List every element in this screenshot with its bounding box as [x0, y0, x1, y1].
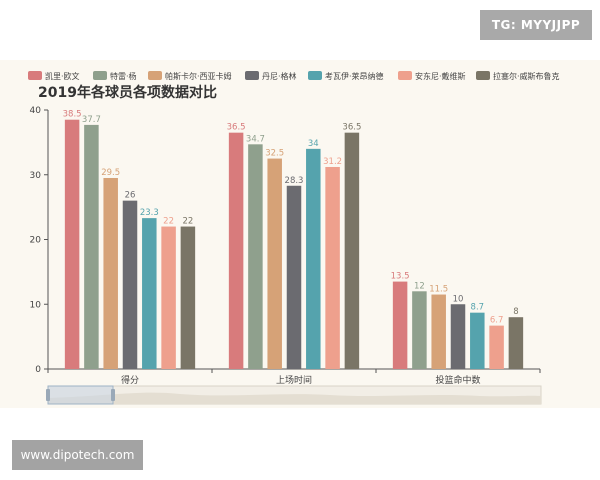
zoom-handle-left[interactable]: [46, 389, 50, 401]
bar-value-label: 10: [453, 294, 464, 304]
bar: [286, 185, 302, 369]
bar: [344, 132, 360, 369]
legend-label: 丹尼·格林: [262, 71, 297, 81]
bar: [450, 304, 466, 369]
bar-value-label: 6.7: [490, 316, 504, 326]
bar-value-label: 13.5: [391, 272, 410, 282]
data-zoom-slider[interactable]: [46, 385, 542, 405]
legend-swatch: [398, 71, 412, 80]
legend[interactable]: 凯里·欧文 特雷·杨 帕斯卡尔·西亚卡姆 丹尼·格林 考瓦伊·莱昂纳德 安东尼·戴维斯 拉塞…: [28, 71, 560, 81]
legend-item[interactable]: 帕斯卡尔·西亚卡姆: [148, 71, 232, 81]
y-tick-label: 20: [30, 236, 42, 246]
bar-value-label: 34: [308, 139, 319, 149]
chart-panel: 凯里·欧文 特雷·杨 帕斯卡尔·西亚卡姆 丹尼·格林 考瓦伊·莱昂纳德 安东尼·戴维斯 拉塞…: [0, 60, 600, 408]
bar: [161, 226, 176, 369]
legend-item[interactable]: 安东尼·戴维斯: [398, 71, 466, 81]
bar: [392, 281, 408, 369]
bars: 38.5 36.5 13.5 37.7 34.7 12 29.5 32.5 11.5 26 28.3…: [63, 110, 524, 370]
zoom-shadow: [48, 392, 541, 404]
y-tick-label: 30: [30, 171, 42, 181]
bar-value-label: 22: [182, 217, 193, 227]
legend-item[interactable]: 考瓦伊·莱昂纳德: [308, 71, 384, 81]
bar-value-label: 8: [513, 307, 518, 317]
y-tick-label: 40: [30, 106, 42, 116]
legend-label: 安东尼·戴维斯: [415, 71, 466, 81]
watermark-top: TG: MYYJJPP: [480, 10, 592, 40]
bar-value-label: 34.7: [246, 134, 265, 144]
bar: [508, 317, 524, 369]
bar: [142, 218, 157, 369]
bar-value-label: 23.3: [140, 208, 159, 218]
bar: [122, 200, 138, 369]
bar-value-label: 29.5: [101, 168, 120, 178]
legend-swatch: [245, 71, 259, 80]
bar-value-label: 38.5: [63, 110, 82, 120]
legend-label: 拉塞尔·威斯布鲁克: [493, 71, 560, 81]
x-tick-label: 投篮命中数: [435, 374, 480, 386]
bar-value-label: 36.5: [227, 123, 246, 133]
zoom-handle-right[interactable]: [111, 389, 115, 401]
bar: [228, 132, 244, 369]
bar: [248, 144, 263, 369]
watermark-bottom: www.dipotech.com: [12, 440, 143, 470]
bar-value-label: 26: [125, 191, 136, 201]
legend-item[interactable]: 丹尼·格林: [245, 71, 297, 81]
bar-value-label: 8.7: [471, 303, 485, 313]
legend-swatch: [148, 71, 162, 80]
bar-value-label: 32.5: [265, 149, 284, 159]
legend-item[interactable]: 特雷·杨: [93, 71, 137, 81]
bar-value-label: 22: [163, 217, 174, 227]
bar: [325, 166, 340, 369]
legend-item[interactable]: 凯里·欧文: [28, 71, 80, 81]
bar: [489, 325, 504, 369]
zoom-window[interactable]: [47, 385, 114, 405]
legend-label: 帕斯卡尔·西亚卡姆: [165, 71, 232, 81]
y-tick-label: 10: [30, 300, 42, 310]
bar-value-label: 12: [414, 281, 425, 291]
bar-value-label: 31.2: [323, 157, 342, 167]
bar-chart: 凯里·欧文 特雷·杨 帕斯卡尔·西亚卡姆 丹尼·格林 考瓦伊·莱昂纳德 安东尼·戴维斯 拉塞…: [28, 71, 560, 405]
bar-value-label: 37.7: [82, 115, 101, 125]
legend-swatch: [28, 71, 42, 80]
legend-swatch: [476, 71, 490, 80]
bar: [470, 312, 485, 369]
x-tick-label: 得分: [121, 374, 139, 386]
legend-swatch: [93, 71, 107, 80]
legend-item[interactable]: 拉塞尔·威斯布鲁克: [476, 71, 560, 81]
legend-label: 考瓦伊·莱昂纳德: [325, 71, 384, 81]
bar: [64, 119, 80, 370]
legend-label: 特雷·杨: [110, 71, 137, 81]
bar: [103, 177, 118, 369]
bar-value-label: 36.5: [342, 123, 361, 133]
y-tick-label: 0: [35, 365, 41, 375]
legend-swatch: [308, 71, 322, 80]
bar: [84, 124, 99, 369]
bar-value-label: 11.5: [429, 285, 448, 295]
bar: [431, 294, 446, 369]
bar: [412, 291, 427, 369]
bar: [180, 226, 196, 369]
chart-title: 2019年各球员各项数据对比: [38, 84, 217, 101]
legend-label: 凯里·欧文: [45, 71, 80, 81]
bar: [306, 148, 321, 369]
x-tick-label: 上场时间: [276, 374, 312, 386]
bar-value-label: 28.3: [285, 176, 304, 186]
bar: [267, 158, 282, 369]
